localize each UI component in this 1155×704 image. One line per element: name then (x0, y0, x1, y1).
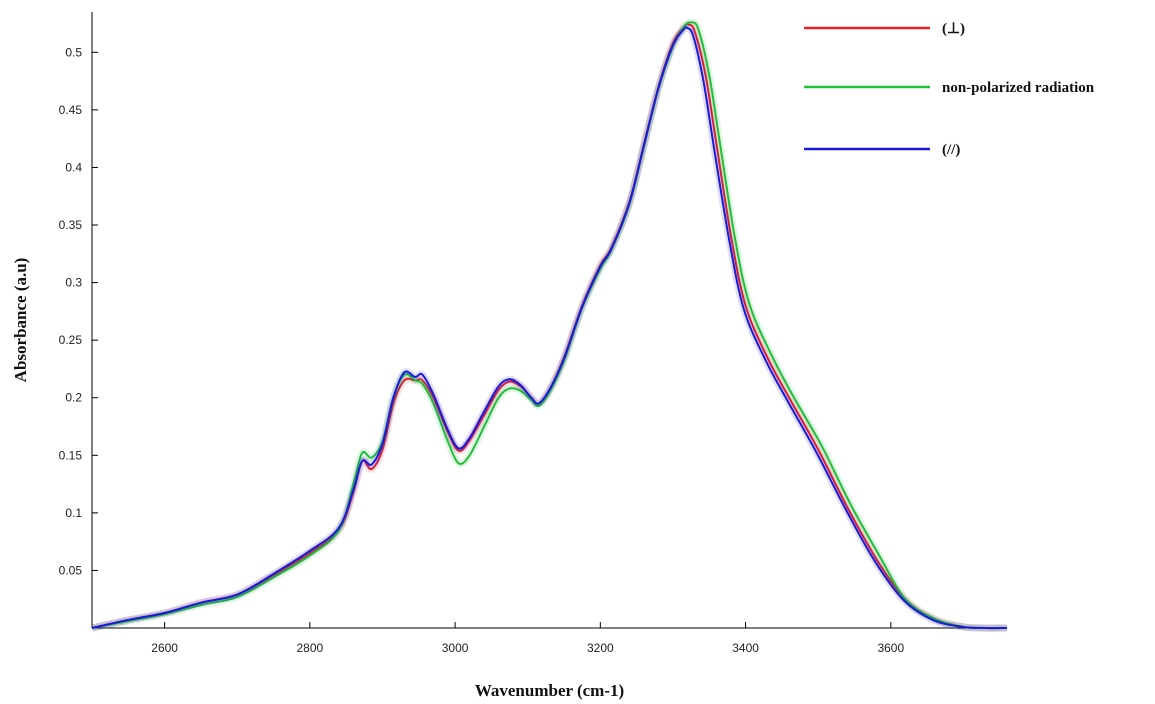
y-tick-label: 0.1 (65, 506, 82, 520)
y-tick-label: 0.25 (59, 333, 83, 347)
x-tick-label: 3600 (877, 641, 904, 655)
series-non-polarized-line (91, 21, 1008, 630)
y-tick-label: 0.05 (59, 563, 83, 577)
axes: 0.05 0.1 0.15 0.2 0.25 0.3 0.35 0.4 0.45 0.5 2600 2… (59, 12, 1007, 655)
series-non-polarized-legend-label: non-polarized radiation (942, 80, 1095, 96)
x-tick-label: 2800 (297, 641, 324, 655)
x-tick-label: 3200 (587, 641, 614, 655)
y-tick-label: 0.4 (65, 160, 82, 174)
x-axis-title: Wavenumber (cm-1) (475, 681, 624, 700)
y-tick-label: 0.3 (65, 276, 82, 290)
x-tick-label: 2600 (151, 641, 178, 655)
y-axis-title: Absorbance (a.u) (11, 258, 30, 383)
x-tick-label: 3400 (732, 641, 759, 655)
y-tick-label: 0.2 (65, 391, 82, 405)
series-parallel-line (91, 26, 1008, 630)
legend: (⊥) non-polarized radiation (//) (804, 21, 1095, 158)
y-tick-label: 0.35 (59, 218, 83, 232)
x-tick-label: 3000 (442, 641, 469, 655)
series-parallel-legend-label: (//) (942, 142, 960, 158)
y-tick-label: 0.5 (65, 45, 82, 59)
series-lines (91, 18, 1008, 632)
series-perpendicular-legend-label: (⊥) (942, 21, 965, 37)
y-tick-label: 0.45 (59, 103, 83, 117)
y-tick-label: 0.15 (59, 448, 83, 462)
